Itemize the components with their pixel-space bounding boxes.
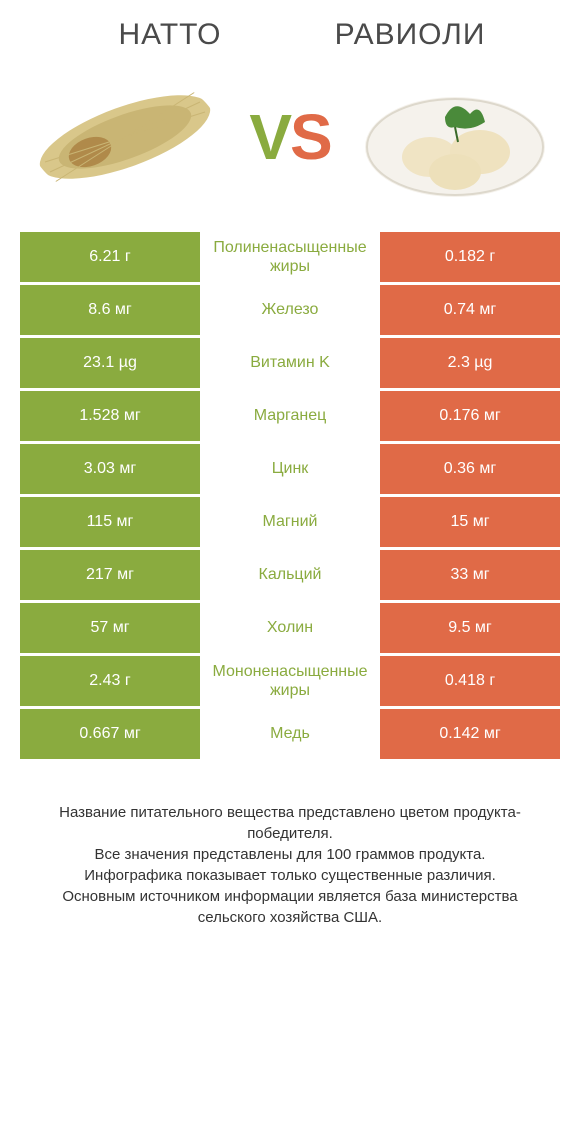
- vs-label: VS: [249, 100, 330, 174]
- vs-v: V: [249, 101, 290, 173]
- value-left: 8.6 мг: [20, 285, 200, 335]
- value-right: 0.74 мг: [380, 285, 560, 335]
- nutrient-label: Железо: [200, 285, 380, 335]
- table-row: 115 мгМагний15 мг: [20, 497, 560, 547]
- nutrient-label: Мононенасыщенные жиры: [200, 656, 380, 706]
- value-right: 15 мг: [380, 497, 560, 547]
- value-left: 115 мг: [20, 497, 200, 547]
- value-left: 23.1 µg: [20, 338, 200, 388]
- value-right: 0.36 мг: [380, 444, 560, 494]
- vs-s: S: [290, 101, 331, 173]
- header: НАТТО РАВИОЛИ: [0, 0, 580, 62]
- value-left: 6.21 г: [20, 232, 200, 282]
- comparison-table: 6.21 гПолиненасыщенные жиры0.182 г8.6 мг…: [0, 232, 580, 759]
- value-left: 57 мг: [20, 603, 200, 653]
- natto-image: [30, 72, 220, 202]
- table-row: 1.528 мгМарганец0.176 мг: [20, 391, 560, 441]
- value-right: 9.5 мг: [380, 603, 560, 653]
- footer-text: Название питательного вещества представл…: [0, 762, 580, 928]
- nutrient-label: Кальций: [200, 550, 380, 600]
- nutrient-label: Цинк: [200, 444, 380, 494]
- images-row: VS: [0, 62, 580, 232]
- nutrient-label: Медь: [200, 709, 380, 759]
- table-row: 57 мгХолин9.5 мг: [20, 603, 560, 653]
- value-left: 2.43 г: [20, 656, 200, 706]
- table-row: 2.43 гМононенасыщенные жиры0.418 г: [20, 656, 560, 706]
- table-row: 0.667 мгМедь0.142 мг: [20, 709, 560, 759]
- ravioli-image: [360, 72, 550, 202]
- title-left: НАТТО: [50, 18, 290, 52]
- value-right: 0.142 мг: [380, 709, 560, 759]
- value-right: 33 мг: [380, 550, 560, 600]
- table-row: 8.6 мгЖелезо0.74 мг: [20, 285, 560, 335]
- table-row: 6.21 гПолиненасыщенные жиры0.182 г: [20, 232, 560, 282]
- value-left: 217 мг: [20, 550, 200, 600]
- nutrient-label: Витамин K: [200, 338, 380, 388]
- nutrient-label: Магний: [200, 497, 380, 547]
- value-left: 0.667 мг: [20, 709, 200, 759]
- value-left: 1.528 мг: [20, 391, 200, 441]
- table-row: 3.03 мгЦинк0.36 мг: [20, 444, 560, 494]
- table-row: 23.1 µgВитамин K2.3 µg: [20, 338, 560, 388]
- nutrient-label: Полиненасыщенные жиры: [200, 232, 380, 282]
- table-row: 217 мгКальций33 мг: [20, 550, 560, 600]
- value-right: 0.176 мг: [380, 391, 560, 441]
- title-right: РАВИОЛИ: [290, 18, 530, 52]
- value-right: 0.182 г: [380, 232, 560, 282]
- value-left: 3.03 мг: [20, 444, 200, 494]
- value-right: 2.3 µg: [380, 338, 560, 388]
- nutrient-label: Холин: [200, 603, 380, 653]
- nutrient-label: Марганец: [200, 391, 380, 441]
- value-right: 0.418 г: [380, 656, 560, 706]
